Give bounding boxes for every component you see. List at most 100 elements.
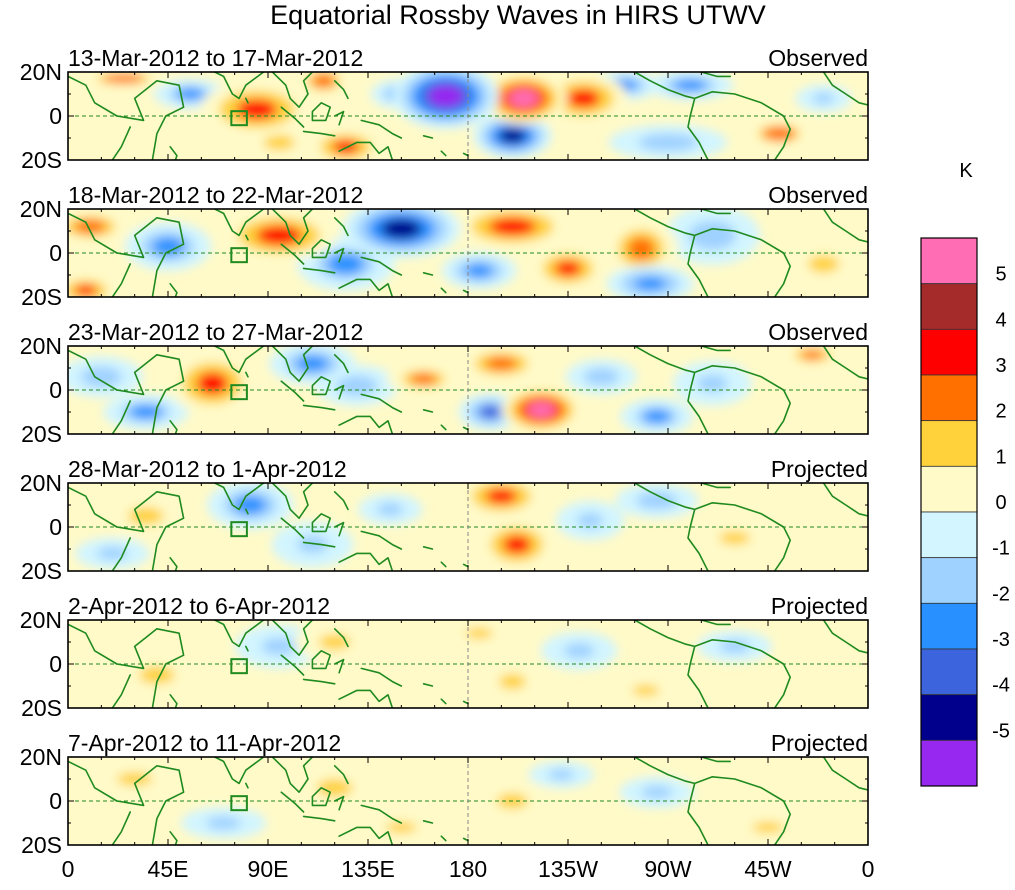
anomaly-peak <box>548 769 575 781</box>
anomaly-peak <box>568 89 600 108</box>
y-tick-label: 20N <box>20 196 62 222</box>
coastline <box>116 217 185 297</box>
coastline <box>302 815 336 822</box>
x-tick-label: 135W <box>538 856 598 882</box>
region-box-marker <box>230 247 248 264</box>
anomaly-peak <box>719 531 751 545</box>
coastline <box>311 376 331 396</box>
anomaly-peak <box>332 140 360 154</box>
coastline <box>693 228 791 297</box>
anomaly-peak <box>312 74 335 88</box>
coastline <box>311 513 331 533</box>
anomaly-peak <box>801 350 824 360</box>
colorbar-swatch <box>920 374 978 422</box>
coastline <box>462 563 469 568</box>
panel: 13-Mar-2012 to 17-Mar-2012 Observed 20N 0 20… <box>20 45 869 173</box>
coastline <box>422 546 434 550</box>
x-tick-label: 90W <box>644 856 692 882</box>
colorbar-level-label: -2 <box>992 583 1010 605</box>
y-tick-label: 20S <box>21 284 62 310</box>
y-tick-label: 0 <box>49 103 62 129</box>
panel-period-label: 18-Mar-2012 to 22-Mar-2012 <box>68 182 363 208</box>
anomaly-peak <box>503 535 531 554</box>
anomaly-peak <box>479 405 502 419</box>
coastline <box>280 106 305 128</box>
panel-status-label: Projected <box>771 456 868 482</box>
coastline <box>169 420 178 434</box>
coastline <box>440 698 447 705</box>
coastline <box>245 508 249 515</box>
anomaly-peak <box>576 512 604 529</box>
coastline <box>213 483 265 511</box>
coastline <box>822 757 868 791</box>
coastline <box>700 72 731 78</box>
coastline <box>333 217 349 237</box>
colorbar-swatch <box>920 420 978 467</box>
coastline <box>271 483 314 519</box>
anomaly-peak <box>328 254 364 274</box>
coastline <box>280 517 305 539</box>
panel-period-label: 28-Mar-2012 to 1-Apr-2012 <box>68 456 347 482</box>
coastline <box>822 620 868 654</box>
region-box-marker <box>230 521 248 538</box>
coastline <box>302 404 336 411</box>
coastline <box>462 152 469 157</box>
colorbar-level-label: 0 <box>995 492 1006 514</box>
colorbar-swatch <box>920 283 978 330</box>
chart-title: Equatorial Rossby Waves in HIRS UTWV <box>270 0 766 30</box>
colorbar-swatch <box>920 694 978 741</box>
y-tick-label: 20S <box>21 421 62 447</box>
colorbar-level-label: -5 <box>992 720 1010 742</box>
coastline <box>422 272 434 276</box>
coastline <box>633 620 696 648</box>
colorbar-frame <box>920 237 978 787</box>
coastline <box>245 645 249 652</box>
colorbar-swatch <box>920 328 978 376</box>
anomaly-peak <box>130 405 162 419</box>
anomaly-peak <box>465 264 493 278</box>
anomaly-peak <box>528 402 555 418</box>
coastline <box>687 371 709 434</box>
anomaly-peak <box>588 370 615 384</box>
anomaly-peak <box>74 284 97 296</box>
anomaly-blobs <box>68 346 843 434</box>
y-tick-label: 0 <box>49 377 62 403</box>
coastline <box>213 346 265 374</box>
coastline <box>280 791 305 813</box>
coastline <box>245 782 249 789</box>
coastline <box>311 650 331 670</box>
anomaly-peak <box>381 218 422 239</box>
anomaly-peak <box>196 372 228 395</box>
anomaly-peak <box>259 226 300 245</box>
coastline <box>111 537 131 571</box>
coastline <box>687 508 709 571</box>
anomaly-peak <box>645 135 691 149</box>
y-tick-label: 20N <box>20 333 62 359</box>
anomaly-peak <box>634 277 666 291</box>
region-box-marker <box>230 658 248 675</box>
coastline <box>440 150 447 157</box>
x-tick-label: 180 <box>449 856 487 882</box>
anomaly-peak <box>263 134 295 151</box>
anomaly-peak <box>319 634 351 650</box>
anomaly-peak <box>152 237 184 256</box>
anomaly-peak <box>341 377 373 394</box>
coastline <box>116 765 185 845</box>
coastline <box>333 628 349 648</box>
anomaly-peak <box>103 74 144 83</box>
y-tick-label: 0 <box>49 788 62 814</box>
y-tick-label: 20S <box>21 832 62 858</box>
anomaly-peak <box>632 684 660 696</box>
coastline <box>111 400 131 434</box>
coastline <box>822 72 868 106</box>
coastline <box>111 674 131 708</box>
coastline <box>116 628 185 708</box>
coastline <box>68 212 118 254</box>
colorbar-swatch <box>920 648 978 696</box>
anomaly-peak <box>410 373 437 385</box>
coastline <box>169 831 178 845</box>
coastline <box>693 365 791 434</box>
region-box-marker <box>230 795 248 812</box>
coastlines <box>68 209 868 297</box>
